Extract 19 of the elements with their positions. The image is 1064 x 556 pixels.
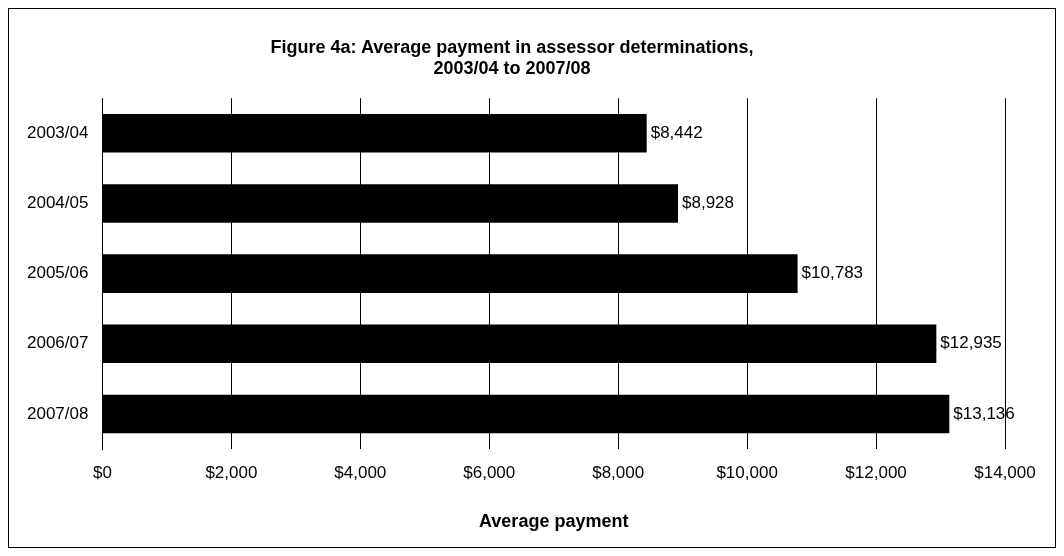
x-tick-label: $4,000: [334, 462, 387, 482]
y-tick-label: 2005/06: [27, 263, 89, 283]
data-label: $8,928: [682, 193, 735, 213]
x-tick-label: $12,000: [845, 462, 907, 482]
y-tick-label: 2003/04: [27, 122, 89, 142]
x-tick-label: $0: [92, 462, 112, 482]
data-label: $10,783: [801, 263, 864, 283]
x-tick-label: $10,000: [716, 462, 778, 482]
x-tick-label: $8,000: [592, 462, 645, 482]
data-label: $12,935: [940, 333, 1002, 353]
y-tick-label: 2004/05: [27, 193, 89, 213]
x-tick-label: $6,000: [463, 462, 516, 482]
y-tick-label: 2007/08: [27, 403, 89, 423]
x-tick-label: $14,000: [974, 462, 1036, 482]
x-axis-title: Average payment: [479, 511, 629, 532]
data-label: $8,442: [650, 122, 703, 142]
chart-title: Figure 4a: Average payment in assessor determinations, 2003/04 to 2007/08: [270, 36, 754, 79]
y-tick-label: 2006/07: [27, 333, 89, 353]
x-tick-label: $2,000: [205, 462, 258, 482]
